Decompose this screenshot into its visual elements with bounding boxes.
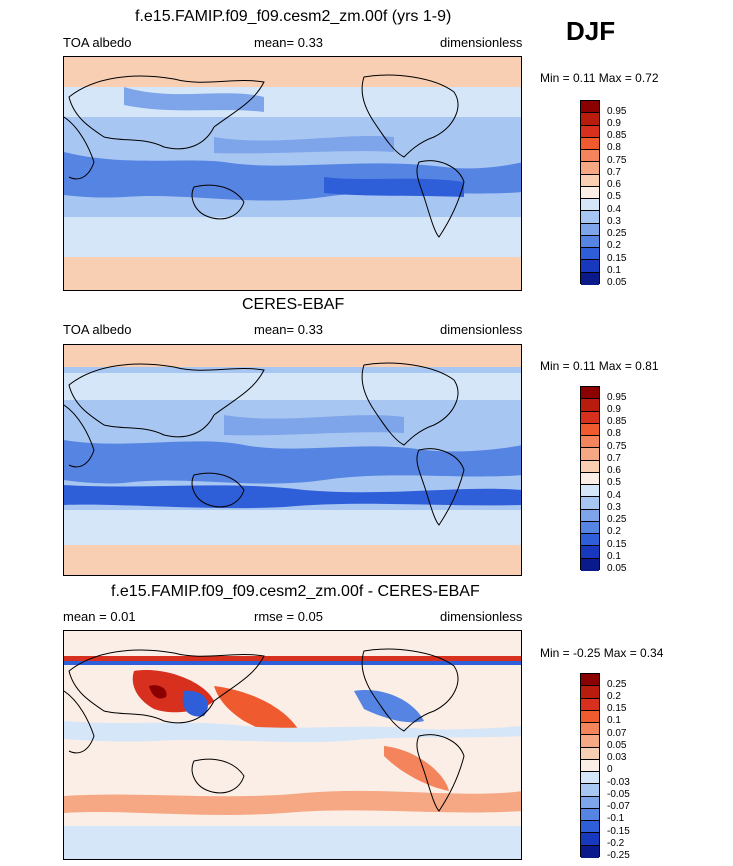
panel3-tick: 0.25 bbox=[607, 679, 627, 690]
panel2-tick: 0.3 bbox=[607, 502, 621, 513]
panel1-tick: 0.3 bbox=[607, 216, 621, 227]
panel2-tick: 0.95 bbox=[607, 392, 627, 403]
panel1-left-label: TOA albedo bbox=[63, 35, 132, 50]
panel3-tick: 0.05 bbox=[607, 740, 627, 751]
panel2-tick: 0.4 bbox=[607, 490, 621, 501]
panel3-tick: 0.03 bbox=[607, 752, 627, 763]
panel2-tick: 0.5 bbox=[607, 477, 621, 488]
panel3-title: f.e15.FAMIP.f09_f09.cesm2_zm.00f - CERES… bbox=[111, 583, 480, 600]
panel3-center-label: rmse = 0.05 bbox=[254, 609, 324, 624]
panel2-map bbox=[63, 344, 522, 576]
panel2-tick: 0.15 bbox=[607, 539, 627, 550]
panel2-tick: 0.25 bbox=[607, 514, 627, 525]
panel3-tick: -0.2 bbox=[607, 838, 625, 849]
panel1-tick: 0.7 bbox=[607, 167, 621, 178]
panel1-tick: 0.1 bbox=[607, 265, 621, 276]
panel1-right-label: dimensionless bbox=[440, 35, 523, 50]
panel1-tick: 0.25 bbox=[607, 228, 627, 239]
panel2-minmax: Min = 0.11 Max = 0.81 bbox=[540, 359, 659, 373]
panel3-tick: 0.15 bbox=[607, 703, 627, 714]
panel1-tick: 0.4 bbox=[607, 204, 621, 215]
panel1-center-label: mean= 0.33 bbox=[254, 35, 324, 50]
panel3-tick: 0.07 bbox=[607, 728, 627, 739]
panel1-tick: 0.2 bbox=[607, 240, 621, 251]
panel3-tick: -0.15 bbox=[607, 826, 630, 837]
panel2-tick: 0.2 bbox=[607, 526, 621, 537]
panel2-tick: 0.1 bbox=[607, 551, 621, 562]
panel3-colorbar bbox=[580, 673, 600, 858]
panel3-tick: 0.1 bbox=[607, 715, 621, 726]
panel3-tick: -0.03 bbox=[607, 777, 630, 788]
panel3-minmax: Min = -0.25 Max = 0.34 bbox=[540, 646, 664, 660]
panel2-tick: 0.05 bbox=[607, 563, 627, 574]
panel3-tick: 0 bbox=[607, 764, 613, 775]
panel2-tick: 0.75 bbox=[607, 441, 627, 452]
panel2-title: CERES-EBAF bbox=[242, 296, 345, 313]
panel2-colorbar bbox=[580, 386, 600, 571]
panel2-tick: 0.8 bbox=[607, 428, 621, 439]
panel1-minmax: Min = 0.11 Max = 0.72 bbox=[540, 71, 659, 85]
panel3-tick: -0.05 bbox=[607, 789, 630, 800]
panel3-right-label: dimensionless bbox=[440, 609, 523, 624]
panel1-tick: 0.6 bbox=[607, 179, 621, 190]
panel1-title: f.e15.FAMIP.f09_f09.cesm2_zm.00f (yrs 1-… bbox=[135, 8, 452, 25]
panel3-map bbox=[63, 630, 522, 860]
panel1-tick: 0.15 bbox=[607, 253, 627, 264]
panel2-tick: 0.9 bbox=[607, 404, 621, 415]
panel3-tick: 0.2 bbox=[607, 691, 621, 702]
panel1-tick: 0.8 bbox=[607, 142, 621, 153]
panel1-colorbar bbox=[580, 100, 600, 285]
panel3-tick: -0.1 bbox=[607, 813, 625, 824]
panel1-tick: 0.05 bbox=[607, 277, 627, 288]
panel1-tick: 0.9 bbox=[607, 118, 621, 129]
panel2-tick: 0.6 bbox=[607, 465, 621, 476]
panel3-tick: -0.07 bbox=[607, 801, 630, 812]
panel1-tick: 0.75 bbox=[607, 155, 627, 166]
panel2-center-label: mean= 0.33 bbox=[254, 322, 324, 337]
season-label: DJF bbox=[566, 16, 616, 46]
panel3-tick: -0.25 bbox=[607, 850, 630, 861]
panel3-left-label: mean = 0.01 bbox=[63, 609, 136, 624]
panel2-right-label: dimensionless bbox=[440, 322, 523, 337]
panel2-tick: 0.85 bbox=[607, 416, 627, 427]
panel1-tick: 0.95 bbox=[607, 106, 627, 117]
panel2-tick: 0.7 bbox=[607, 453, 621, 464]
panel2-left-label: TOA albedo bbox=[63, 322, 132, 337]
panel1-tick: 0.85 bbox=[607, 130, 627, 141]
panel1-tick: 0.5 bbox=[607, 191, 621, 202]
panel1-map bbox=[63, 56, 522, 291]
